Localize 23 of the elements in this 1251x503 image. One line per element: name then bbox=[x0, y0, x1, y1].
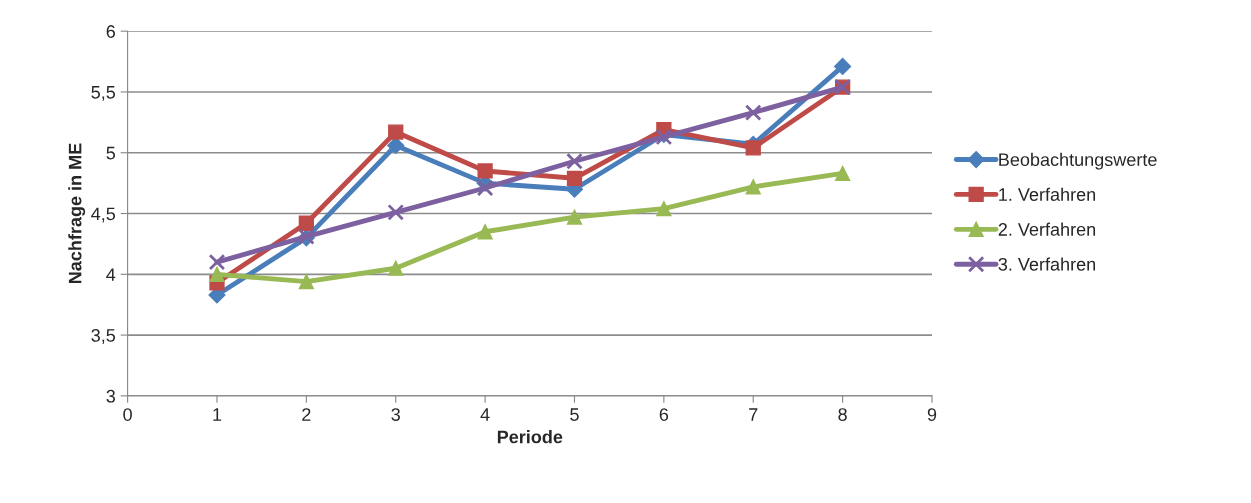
legend-label: 1. Verfahren bbox=[999, 187, 1096, 201]
x-tick-label: 5 bbox=[570, 408, 579, 421]
legend-label: 2. Verfahren bbox=[998, 222, 1096, 236]
x-tick-label: 9 bbox=[927, 408, 937, 421]
x-tick-label: 6 bbox=[659, 408, 669, 421]
y-tick-label: 5,5 bbox=[91, 86, 116, 101]
x-tick-label: 3 bbox=[391, 408, 400, 421]
y-axis-title: Nachfrage in ME bbox=[68, 143, 86, 284]
y-tick-label: 3,5 bbox=[91, 329, 116, 344]
x-tick-label: 8 bbox=[838, 408, 847, 421]
y-tick-label: 3 bbox=[106, 389, 115, 403]
x-tick-label: 4 bbox=[480, 408, 490, 421]
legend-label: 3. Verfahren bbox=[998, 257, 1096, 271]
x-tick-label: 1 bbox=[213, 408, 222, 421]
x-tick-label: 2 bbox=[302, 408, 311, 421]
x-tick-label: 7 bbox=[749, 408, 758, 421]
legend-label: Beobachtungswerte bbox=[999, 152, 1157, 170]
x-axis-title: Periode bbox=[497, 430, 563, 444]
y-tick-label: 4,5 bbox=[91, 207, 116, 223]
x-tick-label: 0 bbox=[123, 408, 132, 421]
y-tick-label: 5 bbox=[106, 146, 116, 160]
y-tick-label: 6 bbox=[106, 25, 115, 38]
y-tick-label: 4 bbox=[106, 268, 116, 281]
